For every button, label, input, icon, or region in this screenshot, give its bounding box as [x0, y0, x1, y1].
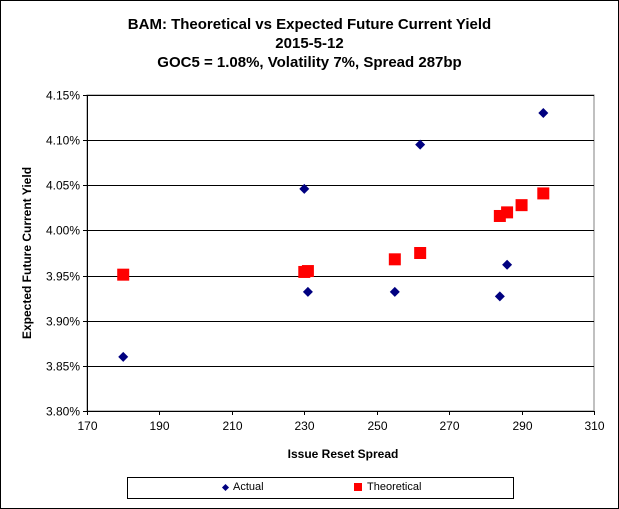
x-tick-label: 210	[222, 419, 242, 433]
y-tick-label: 4.10%	[46, 134, 80, 148]
legend-label-theoretical: Theoretical	[367, 481, 422, 493]
x-tick-label: 310	[584, 419, 604, 433]
y-tick-label: 4.15%	[46, 89, 80, 103]
y-tick-label: 4.00%	[46, 224, 80, 238]
y-tick-label: 3.80%	[46, 405, 80, 419]
x-tick-label: 250	[367, 419, 387, 433]
diamond-marker-icon	[221, 483, 230, 491]
x-tick-label: 170	[77, 419, 97, 433]
x-tick-label: 270	[439, 419, 459, 433]
actual-data-point	[389, 286, 400, 297]
square-marker-icon	[354, 483, 362, 491]
x-tick-label: 190	[149, 419, 169, 433]
actual-data-point	[494, 291, 505, 302]
x-tick-label: 290	[512, 419, 532, 433]
legend-item-actual: Actual	[221, 481, 264, 493]
chart-title: BAM: Theoretical vs Expected Future Curr…	[127, 16, 492, 33]
x-axis-title: Issue Reset Spread	[288, 447, 399, 461]
theoretical-data-point	[501, 206, 514, 219]
actual-data-point	[538, 108, 549, 119]
legend-item-theoretical: Theoretical	[354, 481, 421, 493]
y-tick-label: 3.95%	[46, 270, 80, 284]
actual-data-point	[502, 259, 513, 270]
y-tick-label: 3.85%	[46, 360, 80, 374]
tick-labels: 3.80% 3.85% 3.90% 3.95% 4.00% 4.05% 4.10% 4.15%…	[46, 89, 605, 434]
axes	[83, 95, 595, 415]
actual-data-point	[415, 139, 426, 150]
x-tick-label: 230	[294, 419, 314, 433]
y-tick-label: 3.90%	[46, 315, 80, 329]
theoretical-data-point	[537, 187, 550, 200]
theoretical-data-point	[301, 265, 314, 278]
gridlines	[87, 95, 594, 367]
actual-data-point	[299, 183, 310, 194]
legend: Actual Theoretical	[127, 477, 514, 499]
theoretical-data-point	[117, 268, 130, 281]
actual-data-point	[302, 286, 313, 297]
y-tick-label: 4.05%	[46, 179, 80, 193]
theoretical-data-point	[388, 253, 401, 266]
plot-area	[86, 94, 595, 412]
chart-subtitle-params: GOC5 = 1.08%, Volatility 7%, Spread 287b…	[157, 54, 462, 71]
y-axis-title: Expected Future Current Yield	[20, 167, 34, 339]
legend-label-actual: Actual	[233, 481, 264, 493]
actual-data-point	[118, 351, 129, 362]
chart-subtitle-date: 2015-5-12	[275, 35, 344, 52]
theoretical-data-point	[515, 199, 528, 212]
theoretical-data-point	[414, 247, 427, 259]
data-markers	[117, 108, 550, 362]
